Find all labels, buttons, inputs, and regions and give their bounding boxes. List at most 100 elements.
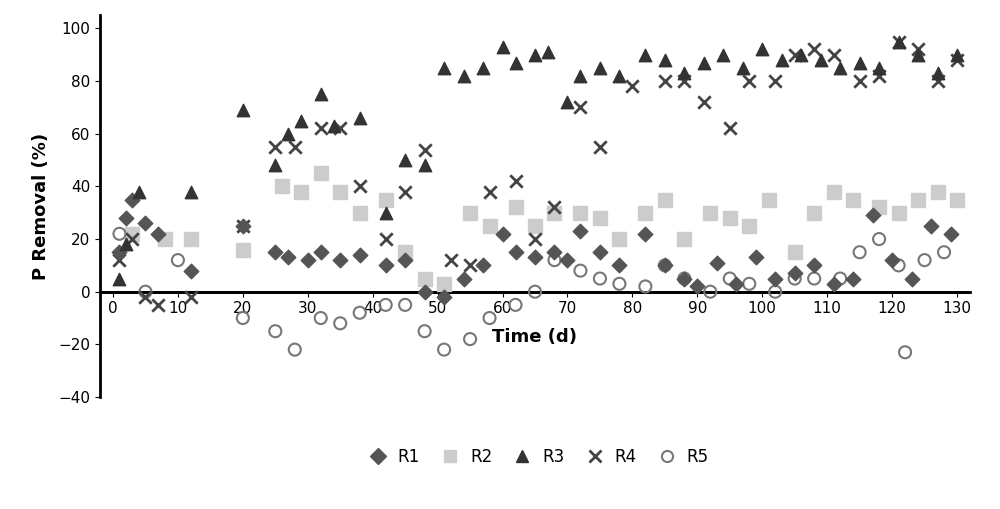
Point (702, 288, 718, 296)
Point (715, 51, 731, 59)
Point (378, 195, 394, 204)
Point (774, 56, 790, 64)
Point (527, 222, 543, 230)
Point (280, 130, 296, 138)
Point (871, 72, 887, 80)
Point (183, 188, 199, 196)
Point (443, 256, 459, 264)
Point (235, 245, 251, 253)
Point (832, 64, 848, 72)
Point (332, 319, 348, 327)
Point (417, 161, 433, 169)
Point (546, 256, 562, 264)
Point (676, 69, 692, 77)
Point (417, 274, 433, 282)
Point (813, 56, 829, 64)
Point (761, 195, 777, 204)
Point (891, 261, 907, 269)
Point (150, 230, 166, 238)
Point (397, 248, 413, 257)
Point (917, 256, 933, 264)
Point (592, 143, 608, 151)
Point (891, 38, 907, 46)
Point (456, 274, 472, 282)
Point (936, 248, 952, 257)
Point (891, 38, 907, 46)
Point (637, 230, 653, 238)
Point (111, 274, 127, 282)
Point (930, 188, 946, 196)
Point (495, 43, 511, 51)
Point (495, 230, 511, 238)
Point (508, 204, 524, 212)
Point (475, 64, 491, 72)
Point (741, 77, 757, 85)
Point (852, 77, 868, 85)
Point (267, 248, 283, 257)
Point (436, 293, 452, 301)
Point (904, 274, 920, 282)
Point (884, 256, 900, 264)
Point (235, 222, 251, 230)
Point (657, 261, 673, 269)
Point (124, 230, 140, 238)
Point (332, 124, 348, 132)
Point (767, 77, 783, 85)
Point (871, 204, 887, 212)
Point (352, 182, 368, 190)
Point (527, 235, 543, 243)
Point (378, 301, 394, 309)
Point (572, 72, 588, 80)
Point (527, 253, 543, 262)
Point (910, 51, 926, 59)
Point (696, 98, 712, 106)
Point (313, 248, 329, 257)
Point (118, 240, 134, 248)
Point (417, 327, 433, 335)
Point (709, 259, 725, 267)
Point (280, 253, 296, 262)
Point (611, 261, 627, 269)
Point (826, 188, 842, 196)
Point (722, 124, 738, 132)
Point (559, 256, 575, 264)
Point (592, 64, 608, 72)
Point (287, 346, 303, 354)
Point (910, 45, 926, 53)
Point (852, 59, 868, 67)
Point (806, 261, 822, 269)
Point (137, 288, 153, 296)
Point (611, 280, 627, 288)
Point (326, 122, 342, 130)
Point (482, 188, 498, 196)
Point (572, 209, 588, 217)
Point (287, 143, 303, 151)
Point (852, 248, 868, 257)
Point (300, 256, 316, 264)
Point (332, 188, 348, 196)
Point (657, 77, 673, 85)
Point (436, 280, 452, 288)
Point (352, 209, 368, 217)
Point (267, 161, 283, 169)
Point (949, 51, 965, 59)
Point (352, 251, 368, 259)
Point (943, 230, 959, 238)
Point (728, 280, 744, 288)
Point (462, 335, 478, 343)
Point (572, 227, 588, 235)
Point (637, 51, 653, 59)
Point (657, 261, 673, 269)
Point (397, 156, 413, 164)
Point (527, 51, 543, 59)
Point (111, 248, 127, 257)
Point (592, 274, 608, 282)
Point (111, 256, 127, 264)
Point (313, 169, 329, 177)
Point (826, 280, 842, 288)
Point (436, 346, 452, 354)
Point (546, 204, 562, 212)
Point (722, 214, 738, 222)
Point (137, 293, 153, 301)
Point (332, 256, 348, 264)
